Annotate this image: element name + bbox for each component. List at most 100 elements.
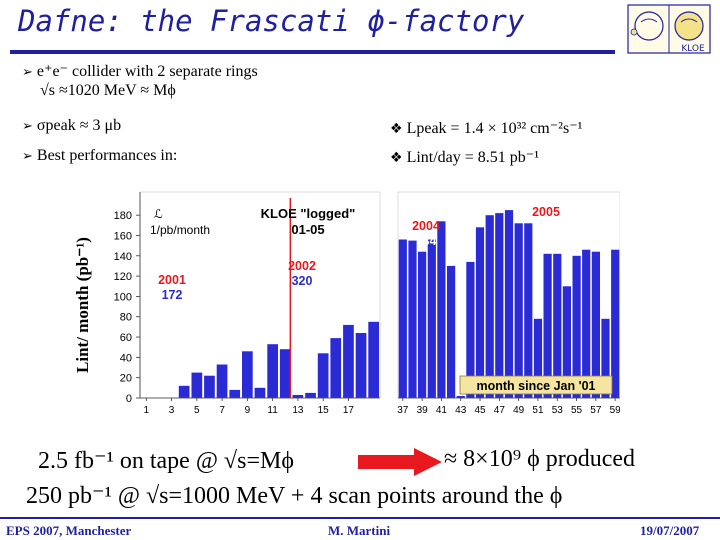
bullet-performance: ➢ Best performances in: bbox=[22, 147, 177, 165]
diamond-bullet-icon: ❖ bbox=[390, 150, 403, 166]
bar bbox=[495, 213, 504, 398]
x-tick-label: 59 bbox=[610, 405, 620, 416]
chart-heading-period: 01-05 bbox=[291, 222, 324, 237]
bar bbox=[191, 372, 203, 398]
annotation-total: 734 bbox=[416, 234, 437, 248]
bar bbox=[591, 251, 600, 398]
slide-title: Dafne: the Frascati ϕ-factory bbox=[18, 4, 525, 38]
units-text: 1/pb/month bbox=[150, 223, 210, 237]
x-tick-label: 7 bbox=[219, 405, 225, 416]
bar bbox=[216, 364, 228, 398]
y-tick-label: 40 bbox=[120, 352, 132, 364]
bar bbox=[368, 321, 379, 398]
bar bbox=[317, 353, 329, 398]
bar bbox=[305, 392, 316, 398]
arrow-bullet-icon: ➢ bbox=[22, 65, 33, 80]
bar bbox=[553, 253, 562, 398]
y-tick-label: 140 bbox=[114, 251, 132, 263]
bar bbox=[292, 395, 304, 398]
bar bbox=[254, 387, 266, 398]
x-tick-label: 39 bbox=[417, 405, 429, 416]
x-tick-label: 1 bbox=[144, 405, 150, 416]
annotation-year: 2004 bbox=[412, 219, 440, 233]
bar bbox=[475, 227, 485, 398]
y-tick-label: 80 bbox=[120, 312, 132, 324]
bar bbox=[447, 265, 456, 398]
bar bbox=[427, 239, 436, 398]
x-tick-label: 51 bbox=[532, 405, 544, 416]
y-tick-label: 120 bbox=[114, 271, 132, 283]
x-axis-label: month since Jan '01 bbox=[477, 379, 596, 393]
x-tick-label: 5 bbox=[194, 405, 200, 416]
x-label-box bbox=[459, 375, 613, 395]
bullet-cross-section: ➢ σpeak ≈ 3 μb bbox=[22, 117, 121, 135]
bullet-integrated-luminosity: ❖ Lint/day = 8.51 pb⁻¹ bbox=[390, 147, 539, 167]
bar bbox=[582, 249, 591, 398]
summary-scan: 250 pb⁻¹ @ √s=1000 MeV + 4 scan points a… bbox=[26, 483, 563, 509]
summary-phi-produced: ≈ 8×10⁹ ϕ produced bbox=[444, 446, 636, 472]
annotation-year: 2001 bbox=[158, 273, 186, 287]
bar bbox=[418, 251, 427, 398]
bar bbox=[229, 389, 241, 398]
bullet-text: Best performances in: bbox=[36, 147, 178, 164]
x-tick-label: 13 bbox=[292, 405, 304, 416]
annotation-year: 2005 bbox=[532, 205, 560, 219]
bar bbox=[456, 396, 465, 398]
bar bbox=[408, 240, 417, 398]
x-tick-label: 11 bbox=[267, 405, 278, 416]
annotation-total: 172 bbox=[162, 288, 183, 302]
x-tick-label: 43 bbox=[455, 405, 467, 416]
annotation-total: 1256 bbox=[532, 220, 560, 234]
bar bbox=[514, 223, 523, 398]
footer-date: 19/07/2007 bbox=[640, 523, 700, 538]
y-axis-label: Lint/ month (pb⁻¹) bbox=[73, 237, 92, 373]
y-tick-label: 20 bbox=[120, 373, 132, 385]
right-arrow-icon bbox=[358, 448, 442, 476]
bullet-peak-luminosity: ❖ Lpeak = 1.4 × 10³² cm⁻²s⁻¹ bbox=[390, 118, 582, 138]
bar bbox=[524, 223, 533, 398]
summary-tape: 2.5 fb⁻¹ on tape @ √s=Mϕ bbox=[38, 448, 294, 474]
bar bbox=[437, 221, 446, 398]
bar bbox=[204, 375, 215, 398]
units-symbol: ℒ bbox=[154, 207, 163, 221]
bar bbox=[601, 318, 610, 398]
bullet-text: Lint/day = 8.51 pb⁻¹ bbox=[406, 149, 540, 166]
logo-text: KLOE bbox=[681, 44, 705, 54]
bar bbox=[543, 253, 552, 398]
bar bbox=[562, 286, 571, 398]
bar bbox=[572, 255, 581, 398]
y-tick-label: 60 bbox=[120, 332, 132, 344]
bar bbox=[178, 385, 190, 398]
kloe-logo: KLOE bbox=[627, 4, 711, 54]
bar bbox=[466, 261, 475, 398]
x-tick-label: 53 bbox=[552, 405, 564, 416]
chart-heading: KLOE "logged" bbox=[261, 206, 356, 221]
diamond-bullet-icon: ❖ bbox=[390, 121, 403, 137]
bar bbox=[267, 344, 278, 398]
x-tick-label: 57 bbox=[590, 405, 602, 416]
bullet-collider: ➢ e⁺e⁻ collider with 2 separate rings bbox=[22, 61, 258, 81]
x-tick-label: 47 bbox=[494, 405, 506, 416]
title-underline bbox=[10, 50, 615, 54]
x-tick-label: 55 bbox=[571, 405, 583, 416]
y-tick-label: 100 bbox=[114, 291, 132, 303]
bar bbox=[355, 333, 367, 398]
annotation-total: 320 bbox=[292, 274, 313, 288]
footer-conference: EPS 2007, Manchester bbox=[6, 523, 132, 538]
bar bbox=[330, 338, 342, 398]
x-tick-label: 41 bbox=[436, 405, 448, 416]
x-tick-label: 3 bbox=[169, 405, 175, 416]
bullet-text: σpeak ≈ 3 μb bbox=[36, 117, 122, 134]
bar bbox=[343, 324, 354, 398]
x-tick-label: 9 bbox=[245, 405, 251, 416]
bullet-text: e⁺e⁻ collider with 2 separate rings bbox=[36, 63, 258, 80]
x-tick-label: 17 bbox=[343, 405, 355, 416]
bar bbox=[398, 239, 407, 398]
bar bbox=[242, 351, 253, 398]
bullet-energy: √s ≈1020 MeV ≈ Mϕ bbox=[40, 82, 176, 99]
bar bbox=[504, 210, 514, 398]
bar bbox=[533, 318, 543, 398]
y-tick-label: 160 bbox=[114, 230, 132, 242]
bullet-text: Lpeak = 1.4 × 10³² cm⁻²s⁻¹ bbox=[406, 120, 583, 137]
